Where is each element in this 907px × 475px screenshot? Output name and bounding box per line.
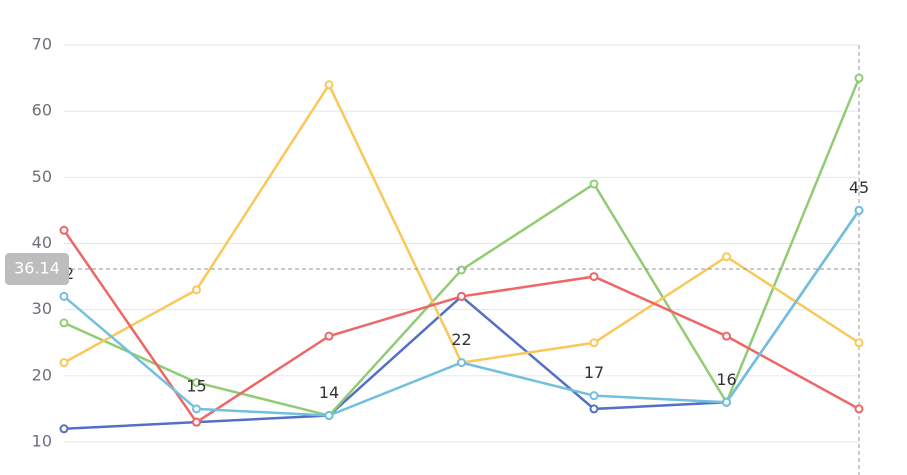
data-point — [589, 391, 599, 401]
data-point — [457, 265, 466, 275]
y-tick-label: 70 — [32, 35, 52, 54]
data-point — [722, 252, 731, 262]
data-point — [192, 404, 201, 414]
y-tick-label: 30 — [32, 299, 52, 318]
data-point — [589, 179, 599, 189]
data-point — [722, 331, 731, 341]
y-tick-label: 40 — [32, 233, 52, 252]
data-label: 22 — [451, 330, 471, 349]
series-line — [63, 209, 861, 417]
data-point — [324, 331, 334, 341]
data-point — [192, 285, 201, 295]
data-point — [324, 80, 334, 90]
y-tick-label: 50 — [32, 167, 52, 186]
y-tick-label: 60 — [32, 101, 52, 120]
data-point — [324, 411, 334, 421]
data-point — [59, 358, 69, 368]
data-label: 16 — [716, 370, 736, 389]
y-tick-label: 20 — [32, 365, 52, 384]
data-point — [854, 73, 864, 83]
data-point — [589, 404, 599, 414]
data-point — [854, 404, 864, 414]
pointer-label-box — [5, 253, 69, 286]
series-line — [62, 229, 860, 424]
data-label: 15 — [186, 376, 206, 395]
data-label: 14 — [319, 383, 339, 402]
data-label: 17 — [584, 363, 604, 382]
data-point — [192, 417, 201, 427]
pointer-label: 36.14 — [14, 259, 60, 278]
data-point — [59, 291, 69, 301]
y-tick-label: 10 — [32, 432, 52, 451]
data-point — [59, 424, 69, 434]
data-point — [192, 377, 201, 387]
data-point — [589, 338, 599, 348]
series-line — [63, 82, 860, 364]
data-point — [457, 358, 466, 368]
data-point — [854, 205, 864, 215]
data-point — [854, 338, 864, 348]
data-point — [722, 397, 731, 407]
data-label: 45 — [849, 178, 869, 197]
data-point — [457, 291, 466, 301]
data-point — [59, 225, 69, 235]
data-point — [59, 318, 69, 328]
data-point — [589, 272, 599, 282]
